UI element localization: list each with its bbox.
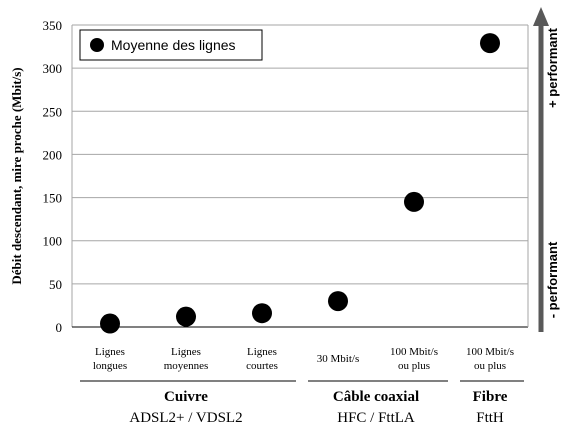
- y-tick-label: 150: [43, 191, 63, 206]
- arrow-bottom-label: - performant: [545, 241, 560, 318]
- axes: [71, 24, 529, 328]
- y-axis-label: Débit descendant, mire proche (Mbit/s): [9, 67, 24, 284]
- category-label: 100 Mbit/s: [390, 346, 438, 358]
- arrow-top-label: + performant: [545, 27, 560, 107]
- group-labels: Cuivre ADSL2+ / VDSL2 Câble coaxial HFC / F…: [80, 380, 524, 426]
- category-label: Lignes: [247, 346, 277, 358]
- category-label: courtes: [246, 360, 278, 372]
- gridlines: [72, 24, 528, 285]
- y-tick-label: 350: [43, 18, 63, 33]
- data-point: [328, 291, 348, 312]
- y-tick-label: 200: [43, 147, 63, 162]
- arrow-head-icon: [533, 7, 549, 26]
- category-label: Lignes: [95, 346, 125, 358]
- y-tick-label: 0: [56, 320, 63, 335]
- group-subtitle: HFC / FttLA: [337, 410, 415, 426]
- y-tick-label: 50: [49, 277, 62, 292]
- y-tick-label: 100: [43, 234, 63, 249]
- data-point: [100, 313, 120, 334]
- category-label: moyennes: [164, 360, 209, 372]
- data-point: [252, 303, 272, 324]
- legend-marker: [90, 38, 104, 52]
- y-tick-label: 300: [43, 61, 63, 76]
- y-tick-labels: 0 50 100 150 200 250 300 350: [43, 18, 63, 335]
- group-title: Fibre: [473, 389, 508, 405]
- category-label: longues: [93, 360, 127, 372]
- category-label: ou plus: [474, 360, 506, 372]
- group-title: Câble coaxial: [333, 389, 419, 405]
- group-title: Cuivre: [164, 389, 208, 405]
- data-point: [176, 306, 196, 327]
- category-label: 100 Mbit/s: [466, 346, 514, 358]
- category-label: 30 Mbit/s: [317, 353, 359, 365]
- data-point: [404, 191, 424, 212]
- category-label: ou plus: [398, 360, 430, 372]
- group-subtitle: ADSL2+ / VDSL2: [129, 410, 242, 426]
- legend-label: Moyenne des lignes: [111, 37, 236, 53]
- y-tick-label: 250: [43, 104, 63, 119]
- category-label: Lignes: [171, 346, 201, 358]
- group-subtitle: FttH: [476, 410, 504, 426]
- performance-arrow: + performant - performant: [533, 7, 560, 332]
- data-point: [480, 33, 500, 54]
- data-points: [100, 33, 500, 334]
- legend: Moyenne des lignes: [79, 29, 263, 61]
- legend-box: [79, 29, 263, 61]
- category-labels: Lignes longues Lignes moyennes Lignes courtes…: [93, 346, 514, 372]
